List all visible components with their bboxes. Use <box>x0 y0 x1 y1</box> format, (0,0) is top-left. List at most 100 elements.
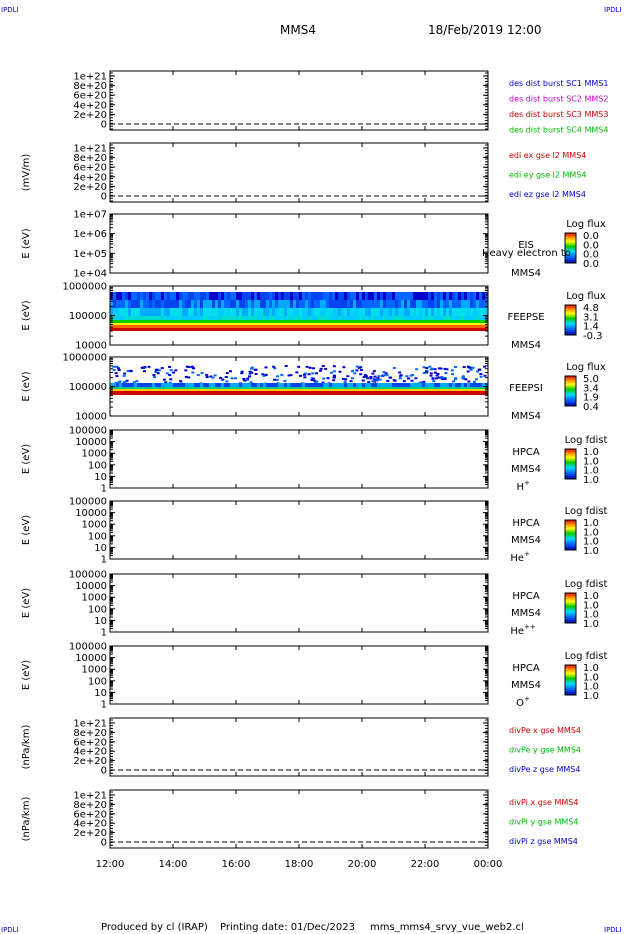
y-tick-label: 100 <box>88 676 107 687</box>
spectrogram-speck <box>200 372 204 375</box>
spectrogram-cell <box>176 300 179 308</box>
spectrogram-cell <box>170 383 173 387</box>
y-tick-label: 100000 <box>69 382 107 393</box>
spectrogram-cell <box>470 300 473 308</box>
spectrogram-cell <box>254 316 257 320</box>
spectrogram-cell <box>338 292 341 300</box>
spectrogram-cell <box>155 308 158 316</box>
spectrogram-cell <box>110 383 113 387</box>
spectrogram-cell <box>365 316 368 320</box>
y-tick-label: 1e+21 <box>73 144 107 155</box>
spectrogram-speck <box>165 372 169 375</box>
spectrogram-cell <box>356 316 359 320</box>
spectrogram-cell <box>479 383 482 387</box>
spectrogram-cell <box>431 308 434 316</box>
spectrogram-cell <box>377 292 380 300</box>
spectrogram-cell <box>455 383 458 387</box>
spectrogram-cell <box>233 300 236 308</box>
spectrogram-cell <box>422 292 425 300</box>
spectrogram-cell <box>110 308 113 316</box>
spectrogram-cell <box>173 308 176 316</box>
spectrogram-cell <box>284 316 287 320</box>
spectrogram-cell <box>206 292 209 300</box>
spectrogram-speck <box>123 372 127 375</box>
spectrogram-speck <box>332 365 336 368</box>
spectrogram-speck <box>429 374 433 377</box>
spectrogram-cell <box>380 300 383 308</box>
spectrogram-cell <box>161 300 164 308</box>
spectrogram-speck <box>189 366 193 369</box>
spectrogram-cell <box>278 292 281 300</box>
spectrogram-cell <box>203 292 206 300</box>
spectrogram-cell <box>164 383 167 387</box>
spectrogram-cell <box>293 300 296 308</box>
colorbar-value: 1.0 <box>583 619 599 630</box>
spectrogram-speck <box>437 367 441 370</box>
spectrogram-cell <box>392 300 395 308</box>
spectrogram-speck <box>308 366 312 369</box>
spectrogram-speck <box>479 375 483 378</box>
spectrogram-cell <box>467 308 470 316</box>
spectrogram-cell <box>206 383 209 387</box>
spectrogram-speck <box>402 380 406 383</box>
spectrogram-cell <box>419 383 422 387</box>
spectrogram-cell <box>242 300 245 308</box>
legend-entry: divPi y gse MMS4 <box>509 818 578 827</box>
spectrogram-cell <box>227 316 230 320</box>
species-charge: + <box>524 550 530 558</box>
y-axis-label: E (eV) <box>21 660 32 690</box>
spectrogram-cell <box>242 383 245 387</box>
spectrogram-band-green <box>110 320 488 323</box>
spectrogram-cell <box>311 292 314 300</box>
y-tick-label: 1e+04 <box>73 269 107 280</box>
spectrogram-cell <box>299 316 302 320</box>
spectrogram-cell <box>434 292 437 300</box>
spectrogram-speck <box>322 377 326 380</box>
spectrogram-cell <box>347 292 350 300</box>
spectrogram-cell <box>443 308 446 316</box>
spectrogram-speck <box>315 372 319 375</box>
legend-entry: des dist burst SC1 MMS1 <box>509 79 608 88</box>
spectrogram-speck <box>261 373 265 376</box>
spectrogram-speck <box>405 375 409 378</box>
y-tick-label: 1000 <box>82 593 107 604</box>
spectrogram-cell <box>125 300 128 308</box>
spectrogram-cell <box>278 383 281 387</box>
spectrogram-speck <box>191 371 195 374</box>
spectrogram-cell <box>296 383 299 387</box>
spectrogram-speck <box>444 372 448 375</box>
spectrogram-cell <box>332 292 335 300</box>
spectrogram-speck <box>377 375 381 378</box>
spectrogram-cell <box>389 292 392 300</box>
spectrogram-cell <box>266 292 269 300</box>
spectrogram-cell <box>347 316 350 320</box>
y-tick-label: 10000 <box>75 341 107 352</box>
spectrogram-speck <box>350 370 354 373</box>
spectrogram-cell <box>416 300 419 308</box>
spectrogram-band-red <box>110 391 488 395</box>
spectrogram-cell <box>380 292 383 300</box>
spectrogram-cell <box>278 308 281 316</box>
spectrogram-cell <box>413 383 416 387</box>
spectrogram-speck <box>462 366 466 369</box>
spectrogram-speck <box>154 371 158 374</box>
colorbar <box>564 448 577 480</box>
spectrogram-cell <box>479 308 482 316</box>
spectrogram-cell <box>434 300 437 308</box>
spectrogram-cell <box>338 308 341 316</box>
spectrogram-speck <box>221 378 225 381</box>
y-tick-label: 10 <box>94 472 107 483</box>
spectrogram-cell <box>143 292 146 300</box>
spectrogram-cell <box>140 316 143 320</box>
spectrogram-speck <box>273 367 277 370</box>
colorbar <box>564 304 577 336</box>
spectrogram-cell <box>422 316 425 320</box>
spectrogram-speck <box>132 381 136 384</box>
spectrogram-speck <box>162 378 166 381</box>
spectrogram-cell <box>329 292 332 300</box>
spectrogram-cell <box>296 300 299 308</box>
corner-label-top-left: IPDLI <box>1 6 19 14</box>
spectrogram-speck <box>230 377 234 380</box>
spectrogram-cell <box>266 316 269 320</box>
